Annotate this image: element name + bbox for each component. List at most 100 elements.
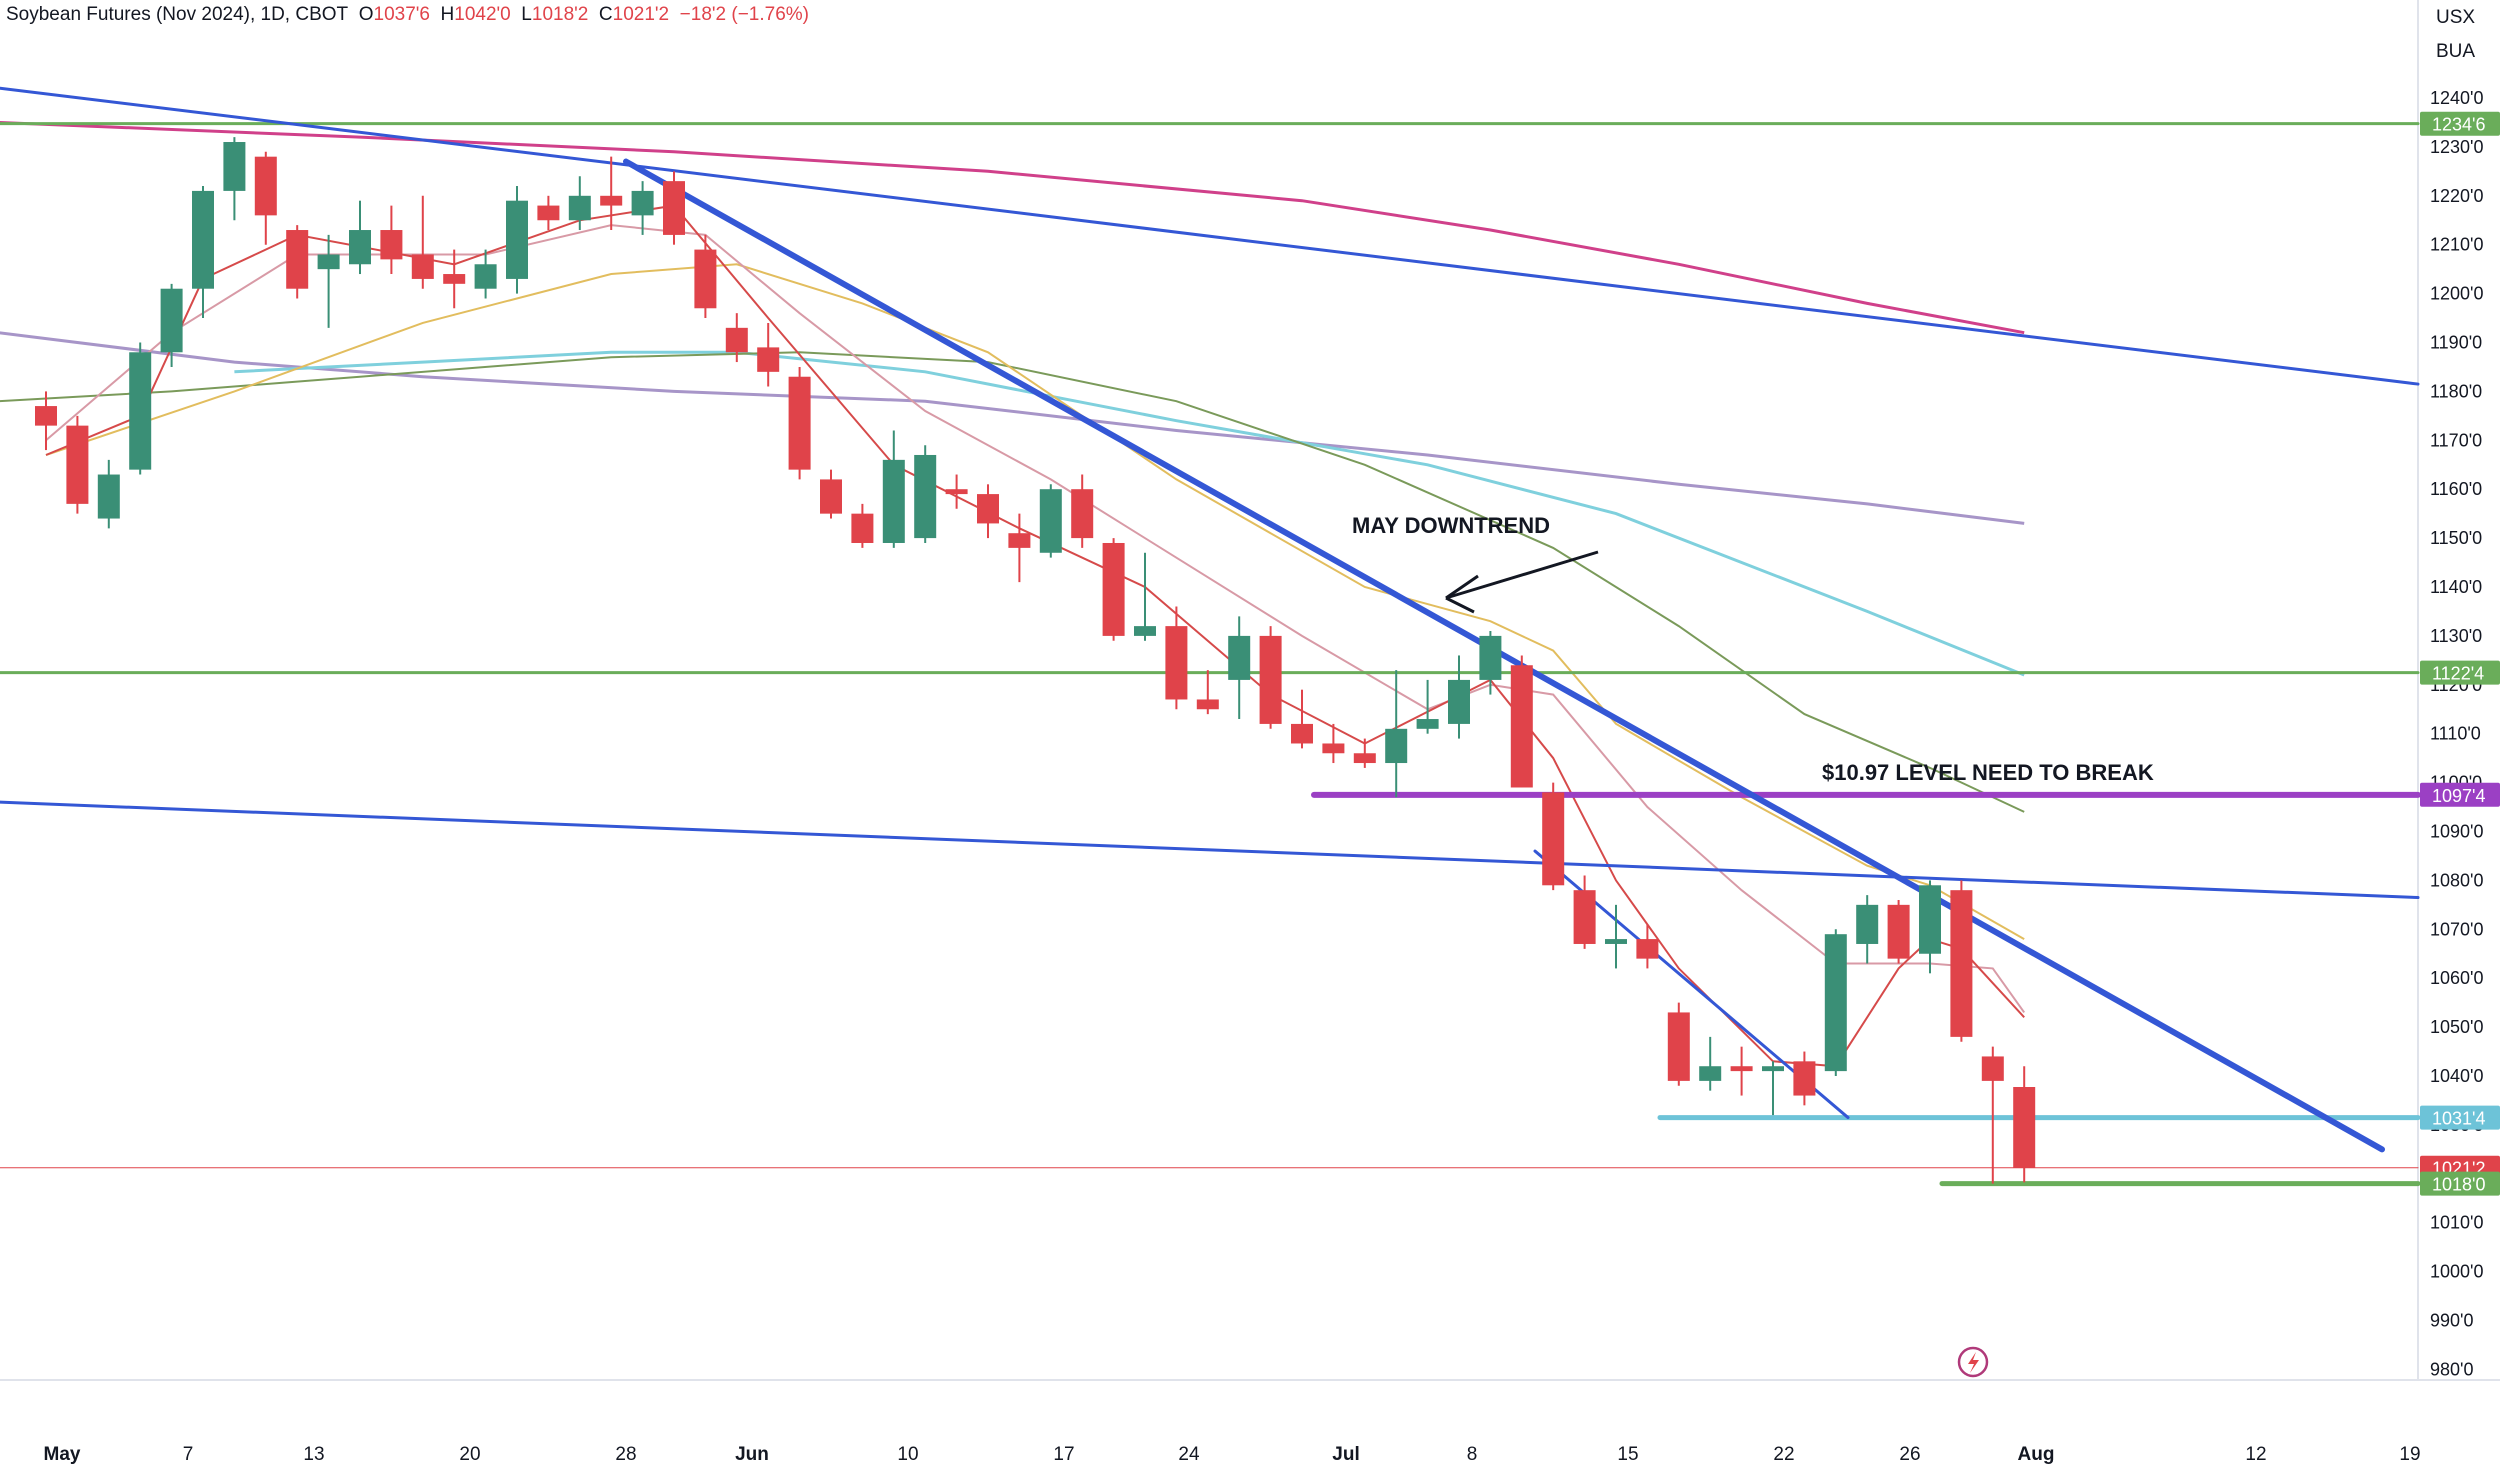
x-tick-label: 7 [183,1444,194,1465]
candle [694,234,717,319]
candle [568,176,591,231]
candle [1039,484,1062,558]
candle [1667,1002,1690,1086]
x-tick-label: Aug [2018,1444,2055,1465]
x-tick-label: Jun [735,1444,769,1465]
x-tick-label: 24 [1178,1444,1200,1465]
y-tick-label: 1150'0 [2430,528,2482,548]
svg-text:1097'4: 1097'4 [2432,786,2486,806]
svg-text:1122'4: 1122'4 [2432,664,2484,684]
price-label: 1122'4 [2420,660,2500,685]
y-tick-label: 1070'0 [2430,919,2484,939]
y-tick-label: 1130'0 [2430,626,2482,646]
open-value: 1037'6 [373,4,430,25]
price-label: 1018'0 [2420,1171,2500,1196]
symbol-legend[interactable]: Soybean Futures (Nov 2024), 1D, CBOT O10… [6,4,809,26]
candle [882,430,905,548]
candle [1134,552,1156,641]
candle [443,249,466,309]
y-tick-label: 1140'0 [2430,577,2482,597]
candle [788,366,811,480]
candle [914,445,937,543]
candle [1071,474,1094,548]
candle [631,181,654,235]
ma-pink [0,121,2025,335]
x-tick-label: May [44,1444,81,1465]
y-tick-label: 1080'0 [2430,870,2484,890]
currency-button[interactable]: USX [2436,7,2476,28]
y-tick-label: 1220'0 [2430,186,2484,206]
y-tick-label: 1230'0 [2430,137,2484,157]
candle [1887,899,1910,964]
long-downtrend-upper[interactable] [0,86,2420,386]
x-tick-label: 22 [1773,1444,1794,1465]
svg-text:1018'0: 1018'0 [2432,1175,2486,1195]
low-key: L [521,4,532,25]
candle [129,342,152,475]
open-key: O [358,4,374,25]
y-tick-label: 1180'0 [2430,381,2482,401]
candle [1448,655,1470,739]
annotation-may-downtrend[interactable]: MAY DOWNTREND [1352,513,1550,538]
unit-button[interactable]: BUA [2436,41,2476,62]
candle [1573,875,1596,949]
y-tick-label: 1090'0 [2430,822,2484,842]
candle [725,313,748,363]
symbol-title: Soybean Futures (Nov 2024), 1D, CBOT [6,4,349,25]
candle [1196,670,1219,715]
x-tick-label: 17 [1053,1444,1074,1465]
candle [1856,895,1879,964]
high-key: H [440,4,455,25]
price-label: 1097'4 [2420,782,2500,807]
candle [1291,689,1313,749]
candle [1322,723,1345,764]
y-tick-label: 1040'0 [2430,1066,2484,1086]
candle [1102,538,1125,641]
candle [2013,1066,2036,1183]
candle [223,137,246,221]
candle [1228,616,1251,720]
x-tick-label: 28 [615,1444,636,1465]
x-tick-label: 13 [303,1444,324,1465]
change-value: −18'2 (−1.76%) [679,4,809,25]
candle [1762,1061,1784,1116]
candle [1008,513,1031,583]
price-label: 1234'6 [2420,111,2500,136]
y-tick-label: 1160'0 [2430,479,2482,499]
y-tick-label: 1000'0 [2430,1262,2484,1282]
svg-text:1031'4: 1031'4 [2432,1109,2486,1129]
candle [1605,904,1627,969]
candle [1165,606,1188,710]
y-tick-label: 1050'0 [2430,1017,2484,1037]
x-tick-label: Jul [1332,1444,1359,1465]
annotation-arrow[interactable] [1445,550,1599,614]
candle [66,415,89,514]
candle [1950,880,1973,1042]
y-tick-label: 1170'0 [2430,430,2482,450]
lightning-icon[interactable] [1957,1346,1989,1378]
y-tick-label: 990'0 [2430,1311,2473,1331]
y-tick-label: 1210'0 [2430,235,2484,255]
candle [411,195,434,289]
candle [1981,1046,2004,1184]
candle [1259,626,1282,729]
long-downtrend-lower[interactable] [0,800,2420,900]
ma-olive [0,351,2025,813]
candle [820,469,842,519]
candle [977,484,999,539]
may-downtrend-line[interactable] [623,158,2385,1153]
y-tick-label: 1110'0 [2430,724,2481,744]
x-tick-label: 26 [1899,1444,1920,1465]
candle [1730,1046,1753,1096]
candle [317,234,340,328]
candle [160,283,183,367]
candle [851,503,874,548]
x-tick-label: 8 [1467,1444,1478,1465]
candle [1542,782,1565,891]
annotation-level-break[interactable]: $10.97 LEVEL NEED TO BREAK [1822,760,2154,785]
ma-teal [234,350,2025,677]
y-tick-label: 1240'0 [2430,88,2484,108]
candle [1824,929,1847,1076]
